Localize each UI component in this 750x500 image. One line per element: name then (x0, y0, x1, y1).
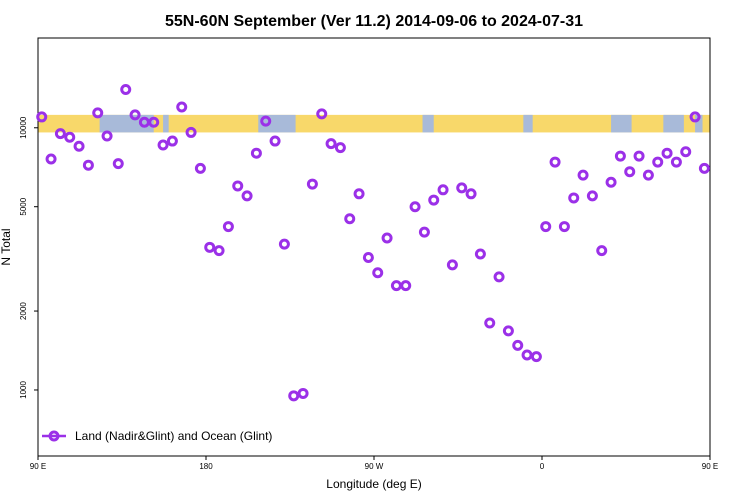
data-point (670, 156, 682, 168)
data-point (362, 252, 374, 264)
legend: Land (Nadir&Glint) and Ocean (Glint) (42, 429, 272, 443)
data-point (148, 116, 160, 128)
x-axis-ticks: 90 E 180 90 W 0 90 E (30, 456, 718, 471)
data-point (568, 192, 580, 204)
data-point (213, 245, 225, 257)
land-segment (695, 114, 703, 133)
data-point (484, 317, 496, 329)
data-point (129, 109, 141, 121)
data-point (101, 130, 113, 142)
data-point (512, 339, 524, 351)
data-point (437, 184, 449, 196)
x-tick-label: 90 W (365, 462, 384, 471)
data-point (45, 153, 57, 165)
data-point (521, 349, 533, 361)
x-tick-label: 0 (540, 462, 545, 471)
y-axis-label: N Total (0, 228, 13, 265)
data-point (250, 147, 262, 159)
data-point (157, 139, 169, 151)
data-point (642, 169, 654, 181)
data-point (381, 232, 393, 244)
data-point (698, 162, 710, 174)
data-point (558, 221, 570, 233)
ocean-band (38, 114, 710, 133)
data-point (428, 194, 440, 206)
data-point (493, 271, 505, 283)
data-point (596, 245, 608, 257)
data-point (306, 178, 318, 190)
land-segment (422, 114, 434, 133)
data-point (288, 390, 300, 402)
data-point (586, 190, 598, 202)
y-tick-label: 5000 (19, 197, 28, 215)
x-axis-label: Longitude (deg E) (326, 477, 421, 491)
data-point (530, 351, 542, 363)
land-segment (258, 114, 296, 133)
legend-marker (48, 430, 60, 442)
data-point (502, 325, 514, 337)
data-point (614, 150, 626, 162)
data-point (232, 180, 244, 192)
data-point (418, 226, 430, 238)
data-point (269, 135, 281, 147)
data-point (456, 182, 468, 194)
data-point (92, 107, 104, 119)
data-point (540, 221, 552, 233)
data-point (680, 146, 692, 158)
data-point (176, 101, 188, 113)
data-point (372, 267, 384, 279)
data-point (222, 221, 234, 233)
y-axis-ticks: 1000 2000 5000 10000 (19, 116, 38, 399)
x-tick-label: 90 E (30, 462, 46, 471)
data-point (82, 159, 94, 171)
data-point (120, 83, 132, 95)
data-point (652, 156, 664, 168)
data-point (409, 201, 421, 213)
land-segment (663, 114, 684, 133)
data-point (204, 241, 216, 253)
data-point (689, 111, 701, 123)
data-point (166, 135, 178, 147)
data-point (73, 140, 85, 152)
data-point (353, 188, 365, 200)
y-tick-label: 1000 (19, 381, 28, 399)
data-point (316, 108, 328, 120)
chart-title: 55N-60N September (Ver 11.2) 2014-09-06 … (165, 13, 583, 30)
data-point (474, 248, 486, 260)
data-point (297, 387, 309, 399)
data-point (325, 138, 337, 150)
data-point (661, 147, 673, 159)
data-point (605, 176, 617, 188)
data-point (36, 111, 48, 123)
data-point (194, 162, 206, 174)
land-segment (611, 114, 632, 133)
data-point (624, 166, 636, 178)
data-point (400, 280, 412, 292)
data-point (344, 213, 356, 225)
y-tick-label: 2000 (19, 302, 28, 320)
land-segment (163, 114, 169, 133)
data-point (64, 131, 76, 143)
data-point (549, 156, 561, 168)
land-segment (523, 114, 533, 133)
data-point (54, 128, 66, 140)
y-tick-label: 10000 (19, 116, 28, 139)
data-point (577, 169, 589, 181)
legend-entry: Land (Nadir&Glint) and Ocean (Glint) (75, 429, 272, 443)
data-point (278, 238, 290, 250)
data-point (185, 126, 197, 138)
x-tick-label: 90 E (702, 462, 718, 471)
x-tick-label: 180 (199, 462, 213, 471)
data-point (446, 259, 458, 271)
data-point (260, 115, 272, 127)
data-points (36, 83, 710, 402)
land-ocean-band (38, 114, 710, 133)
data-point (241, 190, 253, 202)
data-point (465, 188, 477, 200)
data-point (633, 150, 645, 162)
data-point (112, 158, 124, 170)
data-point (334, 142, 346, 154)
